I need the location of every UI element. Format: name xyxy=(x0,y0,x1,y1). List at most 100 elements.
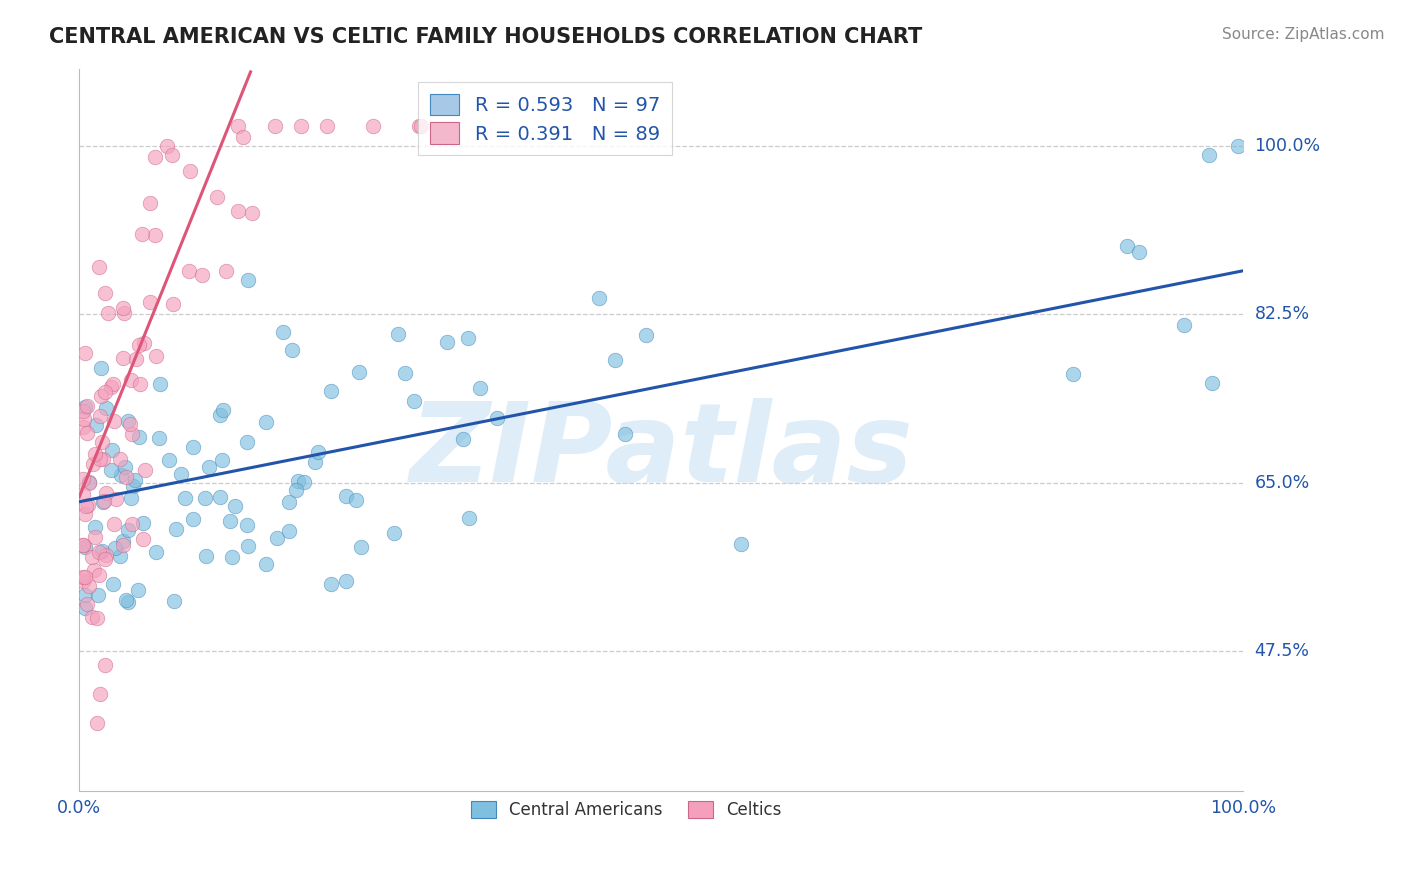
Point xyxy=(236,435,259,450)
Point xyxy=(321,577,343,591)
Point xyxy=(208,409,231,423)
Point xyxy=(603,353,626,368)
Point xyxy=(319,384,342,398)
Point xyxy=(94,286,117,301)
Point xyxy=(236,518,259,533)
Point xyxy=(181,512,204,526)
Point xyxy=(226,120,249,134)
Point xyxy=(1198,148,1220,162)
Point xyxy=(212,403,235,417)
Point xyxy=(84,447,107,461)
Point xyxy=(77,579,100,593)
Point xyxy=(634,328,657,343)
Point xyxy=(387,326,409,341)
Point xyxy=(224,500,246,514)
Legend: Central Americans, Celtics: Central Americans, Celtics xyxy=(464,794,789,826)
Point xyxy=(195,549,218,563)
Point xyxy=(72,574,94,588)
Point xyxy=(72,537,94,551)
Point xyxy=(344,492,367,507)
Point xyxy=(73,412,96,426)
Point xyxy=(84,417,107,432)
Point xyxy=(83,530,105,544)
Point xyxy=(103,541,125,556)
Point xyxy=(335,574,357,588)
Point xyxy=(278,524,301,538)
Point xyxy=(232,130,254,145)
Point xyxy=(90,544,112,558)
Point xyxy=(117,414,139,428)
Point xyxy=(76,426,98,441)
Point xyxy=(149,377,172,392)
Point xyxy=(77,498,100,512)
Point xyxy=(108,549,131,564)
Point xyxy=(451,432,474,446)
Point xyxy=(122,478,145,492)
Point xyxy=(284,483,307,497)
Point xyxy=(87,260,110,274)
Point xyxy=(304,455,326,469)
Point xyxy=(165,522,187,536)
Point xyxy=(436,335,458,350)
Point xyxy=(75,600,97,615)
Point xyxy=(75,346,97,360)
Point xyxy=(287,475,309,489)
Point xyxy=(86,589,108,603)
Point xyxy=(89,409,111,423)
Point xyxy=(266,531,288,545)
Point xyxy=(75,500,97,514)
Point xyxy=(94,485,117,500)
Point xyxy=(77,475,100,490)
Point xyxy=(72,419,94,434)
Point xyxy=(76,597,98,611)
Text: 82.5%: 82.5% xyxy=(1254,305,1310,323)
Point xyxy=(209,490,232,504)
Text: CENTRAL AMERICAN VS CELTIC FAMILY HOUSEHOLDS CORRELATION CHART: CENTRAL AMERICAN VS CELTIC FAMILY HOUSEH… xyxy=(49,27,922,46)
Point xyxy=(86,611,108,625)
Point xyxy=(111,538,134,552)
Point xyxy=(1116,239,1139,253)
Point xyxy=(148,430,170,444)
Point xyxy=(72,472,94,486)
Point xyxy=(101,443,124,458)
Point xyxy=(121,516,143,531)
Point xyxy=(205,190,228,204)
Point xyxy=(104,491,127,506)
Point xyxy=(264,120,287,134)
Point xyxy=(730,537,752,551)
Point xyxy=(271,325,294,339)
Point xyxy=(80,550,103,565)
Point xyxy=(120,491,142,505)
Point xyxy=(89,452,111,467)
Point xyxy=(468,381,491,395)
Text: 65.0%: 65.0% xyxy=(1254,474,1310,491)
Point xyxy=(128,430,150,444)
Point xyxy=(316,120,339,134)
Point xyxy=(143,228,166,243)
Point xyxy=(134,336,156,351)
Point xyxy=(86,716,108,731)
Point xyxy=(281,343,304,357)
Point xyxy=(143,150,166,164)
Point xyxy=(177,264,200,278)
Point xyxy=(238,273,260,287)
Point xyxy=(350,540,373,554)
Point xyxy=(382,526,405,541)
Point xyxy=(117,594,139,608)
Point xyxy=(221,549,243,564)
Point xyxy=(157,453,180,467)
Point xyxy=(82,457,104,471)
Point xyxy=(115,470,138,484)
Point xyxy=(90,361,112,376)
Point xyxy=(100,380,122,394)
Point xyxy=(457,331,479,345)
Point xyxy=(292,475,315,489)
Point xyxy=(72,486,94,500)
Point xyxy=(162,297,184,311)
Point xyxy=(194,491,217,506)
Text: 100.0%: 100.0% xyxy=(1254,136,1320,154)
Point xyxy=(162,148,184,162)
Point xyxy=(94,401,117,415)
Point xyxy=(115,593,138,607)
Point xyxy=(486,410,509,425)
